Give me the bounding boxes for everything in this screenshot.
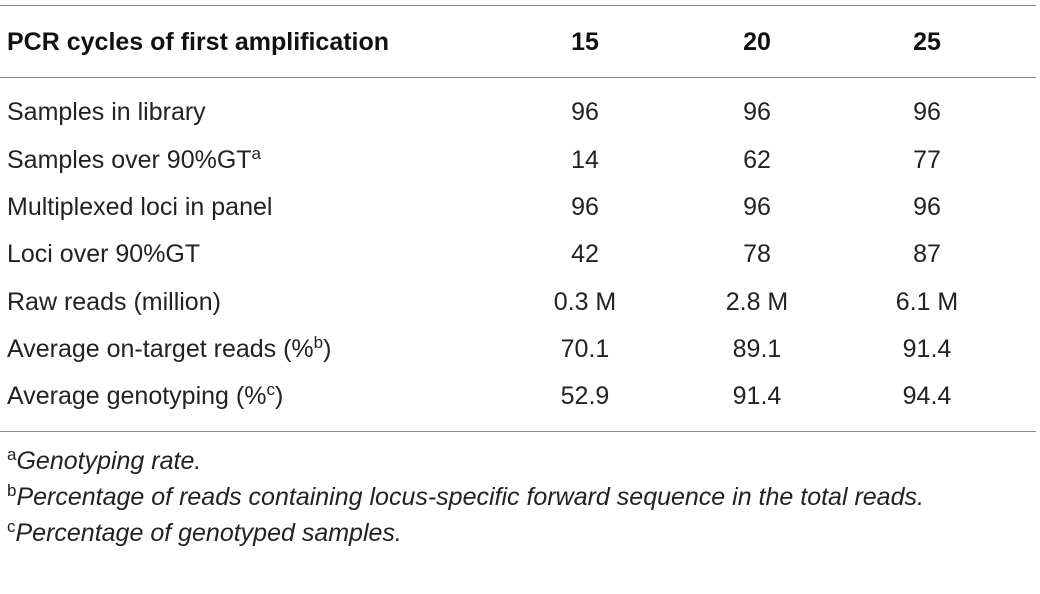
- cell-value: 6.1 M: [895, 288, 959, 316]
- cell-value: 0.3 M: [553, 288, 617, 316]
- cell-value: 14: [571, 146, 599, 174]
- table-row: Multiplexed loci in panel 96 96 96: [0, 183, 1040, 231]
- row-label: Average on-target reads (%b): [7, 333, 332, 363]
- header-col-15: 15: [571, 28, 599, 56]
- row-label: Raw reads (million): [7, 288, 221, 316]
- cell-value: 89.1: [732, 335, 782, 363]
- cell-value: 96: [743, 193, 771, 221]
- cell-value: 77: [913, 146, 941, 174]
- top-rule: [0, 5, 1036, 6]
- cell-value: 91.4: [902, 335, 952, 363]
- cell-value: 96: [913, 193, 941, 221]
- footnote-c: cPercentage of genotyped samples.: [7, 517, 402, 547]
- table-row: Raw reads (million) 0.3 M 2.8 M 6.1 M: [0, 278, 1040, 326]
- cell-value: 78: [743, 240, 771, 268]
- header-rule: [0, 77, 1036, 78]
- table-row: Samples in library 96 96 96: [0, 88, 1040, 136]
- cell-value: 52.9: [560, 382, 610, 410]
- cell-value: 96: [913, 98, 941, 126]
- table-row: Loci over 90%GT 42 78 87: [0, 230, 1040, 278]
- row-label: Loci over 90%GT: [7, 240, 201, 268]
- footnote-a: aGenotyping rate.: [7, 445, 202, 475]
- cell-value: 91.4: [732, 382, 782, 410]
- header-col-25: 25: [913, 28, 941, 56]
- row-label: Samples over 90%GTa: [7, 144, 262, 174]
- header-label: PCR cycles of first amplification: [7, 28, 390, 56]
- cell-value: 70.1: [560, 335, 610, 363]
- cell-value: 62: [743, 146, 771, 174]
- table-row: Samples over 90%GTa 14 62 77: [0, 136, 1040, 184]
- table-row: Average on-target reads (%b) 70.1 89.1 9…: [0, 325, 1040, 373]
- cell-value: 87: [913, 240, 941, 268]
- row-label: Multiplexed loci in panel: [7, 193, 273, 221]
- row-label: Average genotyping (%c): [7, 380, 284, 410]
- cell-value: 2.8 M: [725, 288, 789, 316]
- bottom-rule: [0, 431, 1036, 432]
- cell-value: 42: [571, 240, 599, 268]
- cell-value: 94.4: [902, 382, 952, 410]
- cell-value: 96: [743, 98, 771, 126]
- header-col-20: 20: [743, 28, 771, 56]
- cell-value: 96: [571, 98, 599, 126]
- table-row: Average genotyping (%c) 52.9 91.4 94.4: [0, 372, 1040, 420]
- footnote-b: bPercentage of reads containing locus-sp…: [7, 481, 924, 511]
- footnotes: aGenotyping rate. bPercentage of reads c…: [7, 443, 1017, 551]
- cell-value: 96: [571, 193, 599, 221]
- row-label: Samples in library: [7, 98, 206, 126]
